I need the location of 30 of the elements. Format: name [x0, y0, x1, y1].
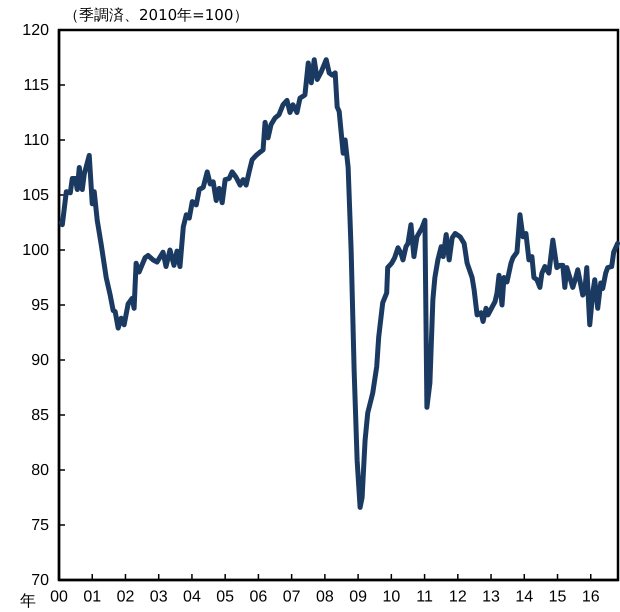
y-tick-label: 120	[22, 22, 50, 40]
y-tick-label: 80	[31, 462, 50, 480]
x-tick-label: 09	[349, 588, 368, 606]
x-tick-label: 13	[482, 588, 500, 606]
y-tick-label: 100	[22, 242, 50, 260]
x-tick-label: 07	[282, 588, 301, 606]
x-tick-label: 05	[216, 588, 234, 606]
x-tick-label: 03	[150, 588, 168, 606]
x-tick-label: 16	[582, 588, 600, 606]
x-axis-title: 年	[20, 591, 36, 610]
y-tick-label: 75	[31, 517, 50, 534]
y-tick-label: 90	[31, 352, 50, 370]
y-tick-label: 95	[31, 297, 50, 314]
x-tick-label: 02	[116, 588, 134, 606]
x-tick-label: 12	[448, 588, 467, 606]
x-tick-label: 11	[416, 588, 433, 606]
chart-title: （季調済、2010年=100）	[64, 6, 248, 24]
y-tick-label: 70	[31, 572, 50, 590]
x-tick-label: 15	[548, 588, 567, 606]
x-tick-label: 04	[183, 588, 201, 606]
y-tick-label: 85	[31, 407, 50, 424]
x-tick-label: 10	[382, 588, 400, 606]
y-tick-label: 110	[23, 132, 50, 150]
x-tick-label: 00	[50, 588, 68, 606]
x-tick-label: 06	[250, 588, 268, 606]
y-tick-label: 115	[23, 77, 50, 94]
y-tick-label: 105	[22, 187, 50, 204]
x-tick-label: 14	[515, 588, 534, 606]
x-tick-label: 01	[83, 588, 102, 606]
x-tick-label: 08	[316, 588, 334, 606]
